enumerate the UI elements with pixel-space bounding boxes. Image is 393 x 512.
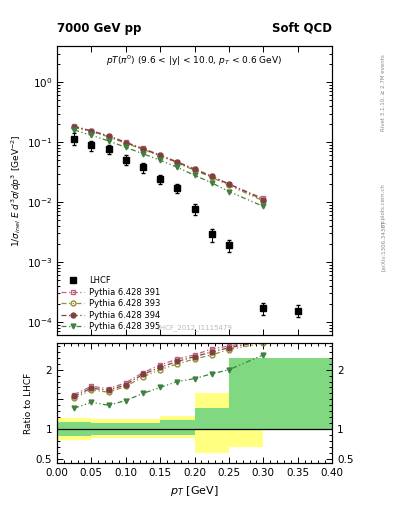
Text: 7000 GeV pp: 7000 GeV pp bbox=[57, 22, 141, 35]
X-axis label: $p_T\ [\mathrm{GeV}]$: $p_T\ [\mathrm{GeV}]$ bbox=[170, 484, 219, 498]
Text: Rivet 3.1.10, ≥ 2.7M events: Rivet 3.1.10, ≥ 2.7M events bbox=[381, 54, 386, 131]
Text: Soft QCD: Soft QCD bbox=[272, 22, 332, 35]
Text: mcplots.cern.ch: mcplots.cern.ch bbox=[381, 183, 386, 227]
Text: [arXiv:1306.3436]: [arXiv:1306.3436] bbox=[381, 221, 386, 271]
Legend: LHCF, Pythia 6.428 391, Pythia 6.428 393, Pythia 6.428 394, Pythia 6.428 395: LHCF, Pythia 6.428 391, Pythia 6.428 393… bbox=[61, 276, 160, 331]
Y-axis label: Ratio to LHCF: Ratio to LHCF bbox=[24, 373, 33, 434]
Text: $pT(\pi^0)$ (9.6 < |y| < 10.0, $p_T$ < 0.6 GeV): $pT(\pi^0)$ (9.6 < |y| < 10.0, $p_T$ < 0… bbox=[107, 53, 283, 68]
Y-axis label: $1/\sigma_{inel}\ E\ d^3\sigma/dp^3\ [\mathrm{GeV}^{-2}]$: $1/\sigma_{inel}\ E\ d^3\sigma/dp^3\ [\m… bbox=[9, 135, 24, 247]
Text: LHCF_2012_I1115479: LHCF_2012_I1115479 bbox=[156, 324, 233, 331]
